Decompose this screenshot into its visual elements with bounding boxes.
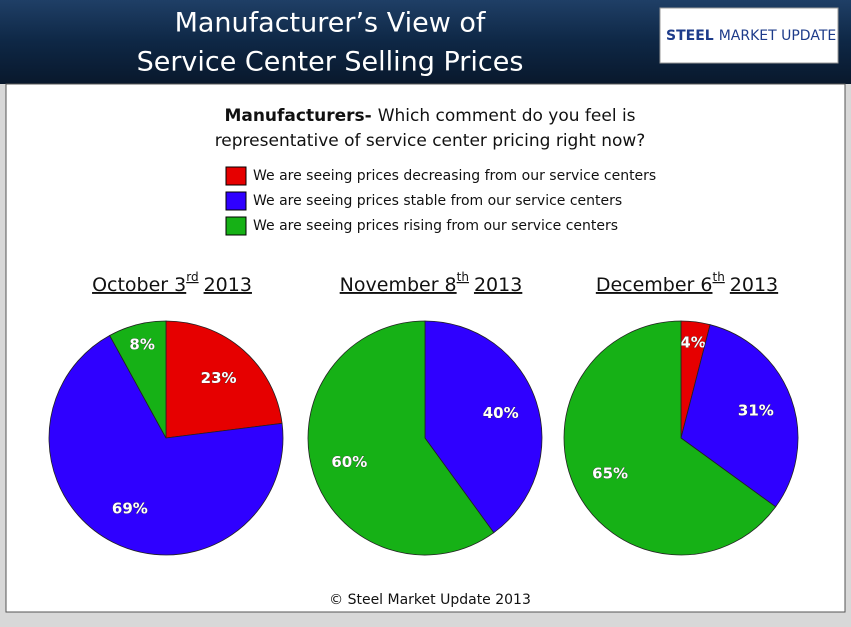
legend-swatch [225,191,247,211]
pie-title: November 8th 2013 [340,270,523,296]
value-label: 8% [129,336,154,354]
value-label: 69% [112,499,148,517]
legend: We are seeing prices decreasing from our… [225,166,656,236]
footer: © Steel Market Update 2013 [329,592,531,608]
pie-slice [563,320,777,556]
pie-title-year: 2013 [730,274,778,296]
pie-title-text: December 6 [596,274,713,296]
pie-title: December 6th 2013 [596,270,778,296]
logo-steel: STEEL [666,28,714,44]
pie-slice [48,334,284,556]
title-line: Manufacturer’s View of [175,8,487,39]
title-line: Service Center Selling Prices [137,47,524,78]
value-label: 4% [680,333,705,351]
value-label: 23% [201,369,237,387]
logo-box [659,7,839,64]
pie-slice [680,324,799,508]
logo-text: STEEL MARKET UPDATE [666,28,836,44]
value-label: 65% [592,465,628,483]
pie-title-sup: th [457,270,469,284]
pie-slice [165,320,283,439]
legend-label: We are seeing prices stable from our ser… [253,193,622,209]
pie-slice [109,320,167,439]
pie-title-year: 2013 [204,274,252,296]
pie-title-sup: rd [186,270,198,284]
pie-title-sup: th [712,270,724,284]
value-label: 60% [331,453,367,471]
question: Manufacturers- Which comment do you feel … [224,106,635,126]
pie-slice [307,320,495,556]
legend-label: We are seeing prices rising from our ser… [253,218,618,234]
pie-slice [424,320,543,534]
legend-swatch [225,166,247,186]
pie-title-text: October 3 [92,274,186,296]
value-label: 31% [738,402,774,420]
pie-title-year: 2013 [474,274,522,296]
question-line: representative of service center pricing… [215,131,646,151]
logo-rest: MARKET UPDATE [719,28,837,44]
value-label: 40% [483,404,519,422]
question-bold: Manufacturers- [224,106,371,126]
pie-title: October 3rd 2013 [92,270,252,296]
question-line: Which comment do you feel is [378,106,636,126]
legend-swatch [225,216,247,236]
pie-title-text: November 8 [340,274,457,296]
legend-label: We are seeing prices decreasing from our… [253,168,656,184]
